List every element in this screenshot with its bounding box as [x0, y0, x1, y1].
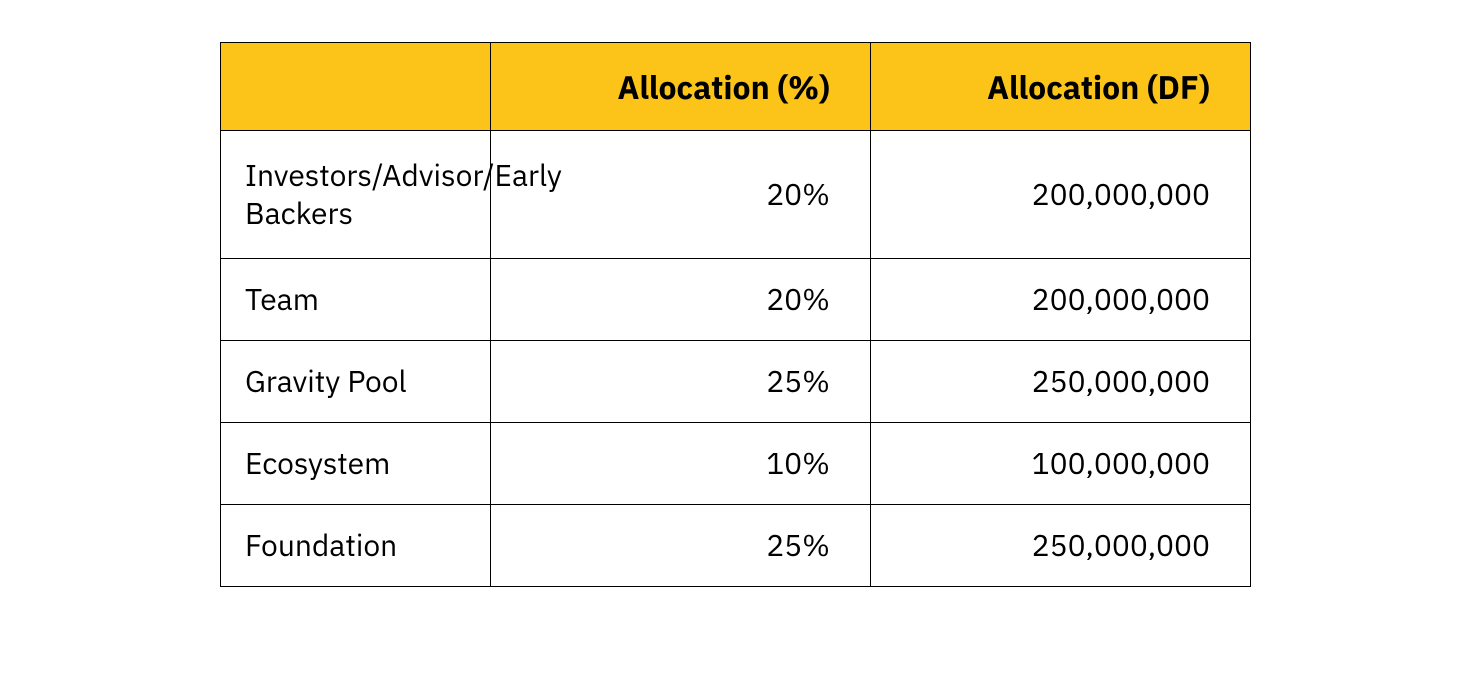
table-row: Gravity Pool 25% 250,000,000 — [221, 341, 1251, 423]
allocation-table-container: Allocation (%) Allocation (DF) Investors… — [220, 42, 1250, 587]
row-label: Investors/Advisor/Early Backers — [221, 131, 491, 259]
row-df: 200,000,000 — [871, 131, 1251, 259]
header-blank — [221, 43, 491, 131]
row-label: Ecosystem — [221, 423, 491, 505]
table-row: Investors/Advisor/Early Backers 20% 200,… — [221, 131, 1251, 259]
row-percent: 25% — [491, 341, 871, 423]
allocation-table: Allocation (%) Allocation (DF) Investors… — [220, 42, 1251, 587]
table-row: Foundation 25% 250,000,000 — [221, 505, 1251, 587]
row-percent: 10% — [491, 423, 871, 505]
row-df: 200,000,000 — [871, 259, 1251, 341]
table-header-row: Allocation (%) Allocation (DF) — [221, 43, 1251, 131]
row-percent: 25% — [491, 505, 871, 587]
table-row: Team 20% 200,000,000 — [221, 259, 1251, 341]
row-label: Gravity Pool — [221, 341, 491, 423]
header-allocation-percent: Allocation (%) — [491, 43, 871, 131]
row-df: 250,000,000 — [871, 505, 1251, 587]
table-row: Ecosystem 10% 100,000,000 — [221, 423, 1251, 505]
row-df: 250,000,000 — [871, 341, 1251, 423]
row-label: Foundation — [221, 505, 491, 587]
row-df: 100,000,000 — [871, 423, 1251, 505]
row-percent: 20% — [491, 259, 871, 341]
header-allocation-df: Allocation (DF) — [871, 43, 1251, 131]
row-label: Team — [221, 259, 491, 341]
